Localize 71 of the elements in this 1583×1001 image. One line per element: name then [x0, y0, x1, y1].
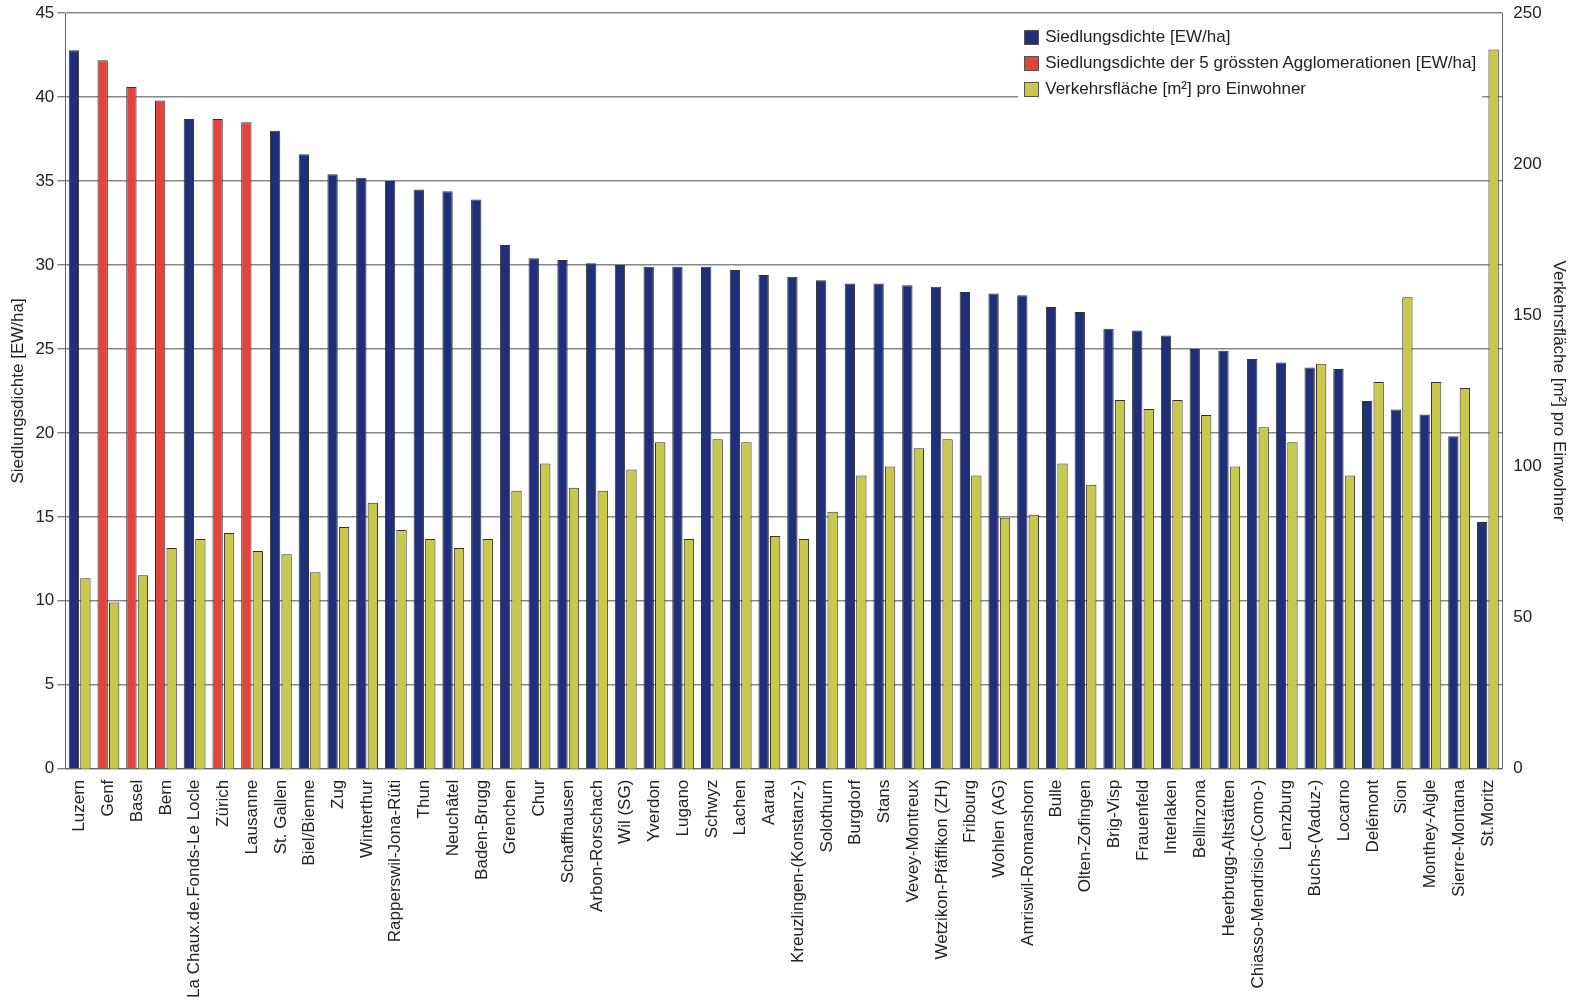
- x-tick-label: Interlaken: [1161, 779, 1181, 855]
- x-tick-label: Luzern: [69, 779, 89, 832]
- x-tick-label: Aarau: [759, 779, 779, 826]
- x-tick-label: Monthey-Aigle: [1420, 779, 1440, 889]
- x-tick-label: Grenchen: [500, 779, 520, 855]
- y-tick-label: 35: [35, 170, 55, 190]
- x-tick-label: St. Gallen: [270, 779, 290, 855]
- x-tick-label: Chiasso-Mendrisio-(Como-): [1247, 779, 1267, 989]
- x-tick-label: Sierre-Montana: [1448, 779, 1468, 897]
- y-tick-label: 25: [35, 338, 55, 358]
- x-tick-label: Lausanne: [241, 779, 261, 855]
- legend-label: Siedlungsdichte [EW/ha]: [1045, 27, 1231, 48]
- x-tick-label: Vevey-Montreux: [902, 779, 922, 903]
- y2-axis-title: Verkehrsfläche [m²] pro Einwohner: [1550, 260, 1570, 522]
- y-axis-title: Siedlungsdichte [EW/ha]: [7, 298, 27, 484]
- x-tick-label: La Chaux.de.Fonds-Le Locle: [184, 779, 204, 998]
- x-tick-label: Lachen: [730, 779, 750, 836]
- y2-tick-label: 200: [1513, 153, 1542, 173]
- x-tick-label: Baden-Brugg: [471, 779, 491, 880]
- x-tick-label: Buchs-(Vaduz-): [1305, 779, 1325, 897]
- x-tick-label: Arbon-Rorschach: [586, 779, 606, 912]
- x-tick-label: Zürich: [213, 779, 233, 827]
- x-tick-label: Lenzburg: [1276, 779, 1296, 851]
- x-tick-label: Sion: [1391, 779, 1411, 814]
- x-tick-label: Schwyz: [701, 779, 721, 839]
- x-tick-label: Neuchâtel: [442, 779, 462, 857]
- x-tick-label: Wohlen (AG): [989, 779, 1008, 878]
- y2-tick-label: 250: [1513, 2, 1542, 22]
- x-tick-label: Heerbrugg-Altstätten: [1218, 779, 1238, 937]
- x-tick-label: St.Moritz: [1477, 779, 1497, 847]
- x-tick-label: Schaffhausen: [557, 779, 577, 884]
- x-tick-label: Bulle: [1046, 779, 1066, 818]
- x-tick-label: Yverdon: [644, 779, 664, 843]
- x-tick-label: Chur: [529, 779, 549, 817]
- y-tick-label: 0: [44, 758, 55, 778]
- y-tick-label: 5: [44, 674, 55, 694]
- x-tick-label: Wetzikon-Pfäffikon (ZH): [931, 779, 951, 960]
- x-tick-label: Stans: [874, 779, 894, 824]
- y-tick-label: 45: [35, 2, 55, 22]
- x-tick-label: Biel/Bienne: [299, 779, 319, 866]
- x-tick-label: Brig-Visp: [1103, 779, 1123, 849]
- x-tick-label: Wil (SG): [615, 779, 635, 844]
- x-tick-label: Bellinzona: [1190, 779, 1210, 859]
- x-tick-label: Delémont: [1362, 779, 1382, 853]
- x-tick-label: Genf: [98, 779, 118, 817]
- x-tick-label: Rapperswil-Jona-Rüti: [385, 779, 405, 943]
- x-tick-label: Olten-Zofingen: [1075, 779, 1095, 893]
- x-tick-label: Amriswil-Romanshorn: [1017, 779, 1037, 946]
- y2-tick-label: 50: [1513, 607, 1533, 627]
- y-tick-label: 10: [35, 590, 55, 610]
- x-tick-label: Locarno: [1333, 779, 1353, 842]
- y-tick-label: 20: [35, 422, 55, 442]
- x-tick-label: Solothurn: [816, 779, 836, 853]
- x-tick-label: Burgdorf: [845, 779, 865, 845]
- y2-tick-label: 0: [1513, 758, 1523, 778]
- y-tick-label: 30: [35, 254, 55, 274]
- x-tick-label: Basel: [126, 779, 146, 823]
- x-tick-label: Lugano: [672, 779, 692, 837]
- x-tick-label: Kreuzlingen-(Konstanz-): [787, 779, 807, 963]
- legend-label: Verkehrsfläche [m²] pro Einwohner: [1045, 79, 1307, 100]
- y-tick-label: 15: [35, 506, 55, 526]
- x-tick-label: Fribourg: [960, 779, 980, 843]
- legend-label: Siedlungsdichte der 5 grössten Agglomerationen [EW/ha]: [1045, 53, 1477, 74]
- y2-tick-label: 150: [1513, 305, 1542, 325]
- x-tick-label: Zug: [328, 779, 348, 809]
- x-tick-label: Bern: [155, 779, 175, 816]
- x-tick-label: Thun: [414, 779, 434, 819]
- x-tick-label: Frauenfeld: [1132, 779, 1152, 861]
- x-tick-label: Winterthur: [356, 779, 376, 859]
- y2-tick-label: 100: [1513, 456, 1542, 476]
- y-tick-label: 40: [35, 86, 55, 106]
